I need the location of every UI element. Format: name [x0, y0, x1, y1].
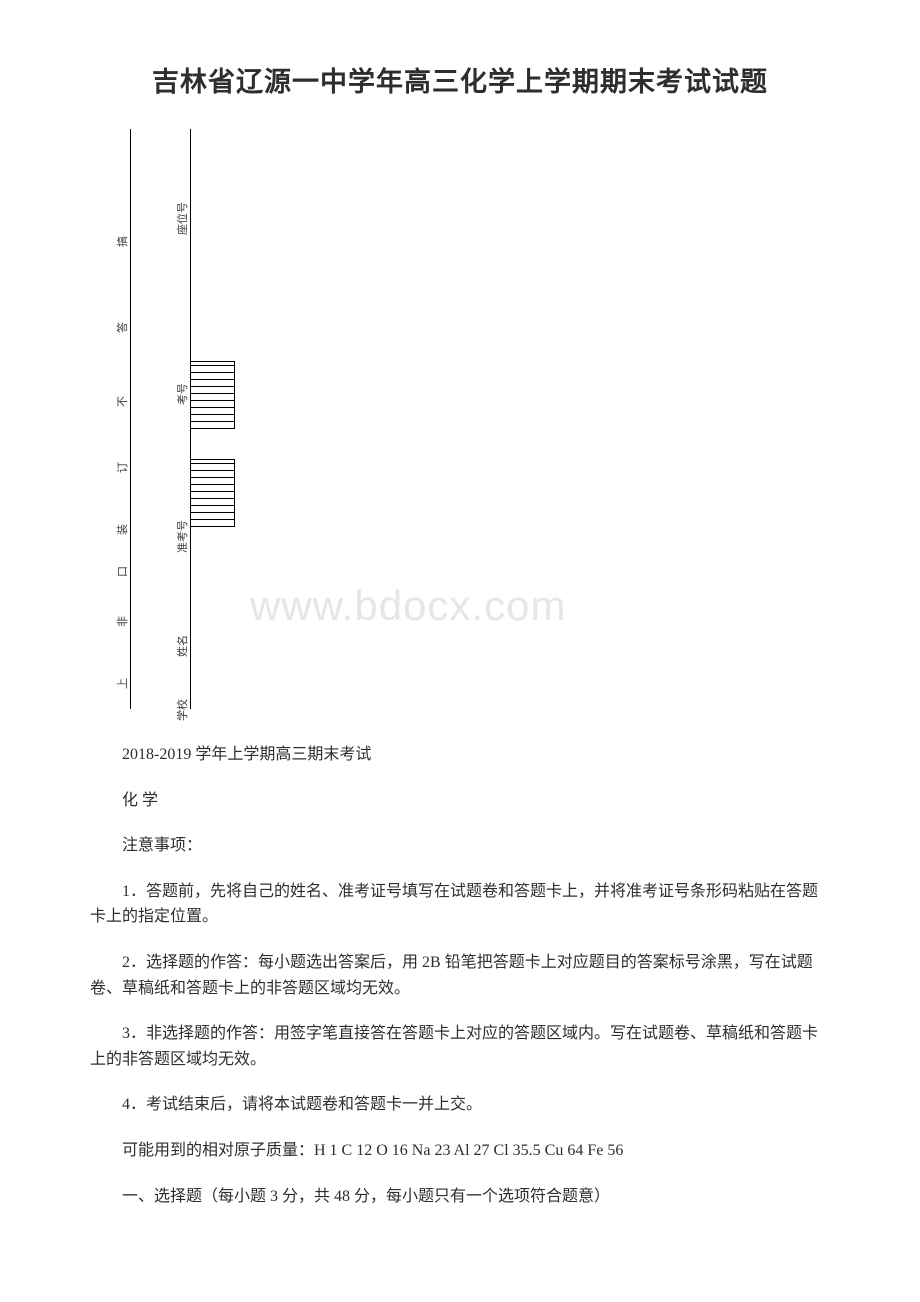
answer-sheet-margin-diagram: 搞 答 不 订 装 口 非 上 座位号 考号 准考号 姓名 学校 www.bdo… [130, 129, 290, 717]
right-label-0: 座位号 [174, 202, 190, 235]
right-label-4: 学校 [174, 699, 190, 721]
atomic-mass-line: 可能用到的相对原子质量：H 1 C 12 O 16 Na 23 Al 27 Cl… [90, 1138, 830, 1164]
section-heading: 一、选择题（每小题 3 分，共 48 分，每小题只有一个选项符合题意） [90, 1184, 830, 1210]
instruction-2: 2．选择题的作答：每小题选出答案后，用 2B 铅笔把答题卡上对应题目的答案标号涂… [90, 950, 830, 1001]
watermark-text: www.bdocx.com [250, 582, 566, 630]
left-label-0: 搞 [114, 236, 130, 247]
subject-line: 化 学 [90, 788, 830, 814]
instruction-3: 3．非选择题的作答：用签字笔直接答在答题卡上对应的答题区域内。写在试题卷、草稿纸… [90, 1021, 830, 1072]
cutting-line-left [130, 129, 131, 709]
fill-area-2 [190, 459, 235, 527]
right-label-3: 姓名 [174, 635, 190, 657]
left-label-2: 不 [114, 396, 130, 407]
instruction-4: 4．考试结束后，请将本试题卷和答题卡一并上交。 [90, 1092, 830, 1118]
document-body: 2018-2019 学年上学期高三期末考试 化 学 注意事项： 1．答题前，先将… [90, 742, 830, 1209]
notice-heading: 注意事项： [90, 833, 830, 859]
instruction-1-text: 1．答题前，先将自己的姓名、准考证号填写在试题卷和答题卡上，并将准考证号条形码粘… [90, 883, 818, 926]
left-label-3: 订 [114, 462, 130, 473]
fill-area-1 [190, 361, 235, 429]
right-label-2: 准考号 [174, 520, 190, 553]
page-title: 吉林省辽源一中学年高三化学上学期期末考试试题 [90, 60, 830, 99]
left-label-5: 口 [114, 566, 130, 577]
left-label-7: 上 [114, 678, 130, 689]
instruction-4-text: 4．考试结束后，请将本试题卷和答题卡一并上交。 [122, 1096, 482, 1113]
exam-year-line: 2018-2019 学年上学期高三期末考试 [90, 742, 830, 768]
left-label-4: 装 [114, 524, 130, 535]
left-label-6: 非 [114, 616, 130, 627]
instruction-2-text: 2．选择题的作答：每小题选出答案后，用 2B 铅笔把答题卡上对应题目的答案标号涂… [90, 954, 813, 997]
right-label-1: 考号 [174, 383, 190, 405]
instruction-3-text: 3．非选择题的作答：用签字笔直接答在答题卡上对应的答题区域内。写在试题卷、草稿纸… [90, 1025, 818, 1068]
left-label-1: 答 [114, 322, 130, 333]
instruction-1: 1．答题前，先将自己的姓名、准考证号填写在试题卷和答题卡上，并将准考证号条形码粘… [90, 879, 830, 930]
